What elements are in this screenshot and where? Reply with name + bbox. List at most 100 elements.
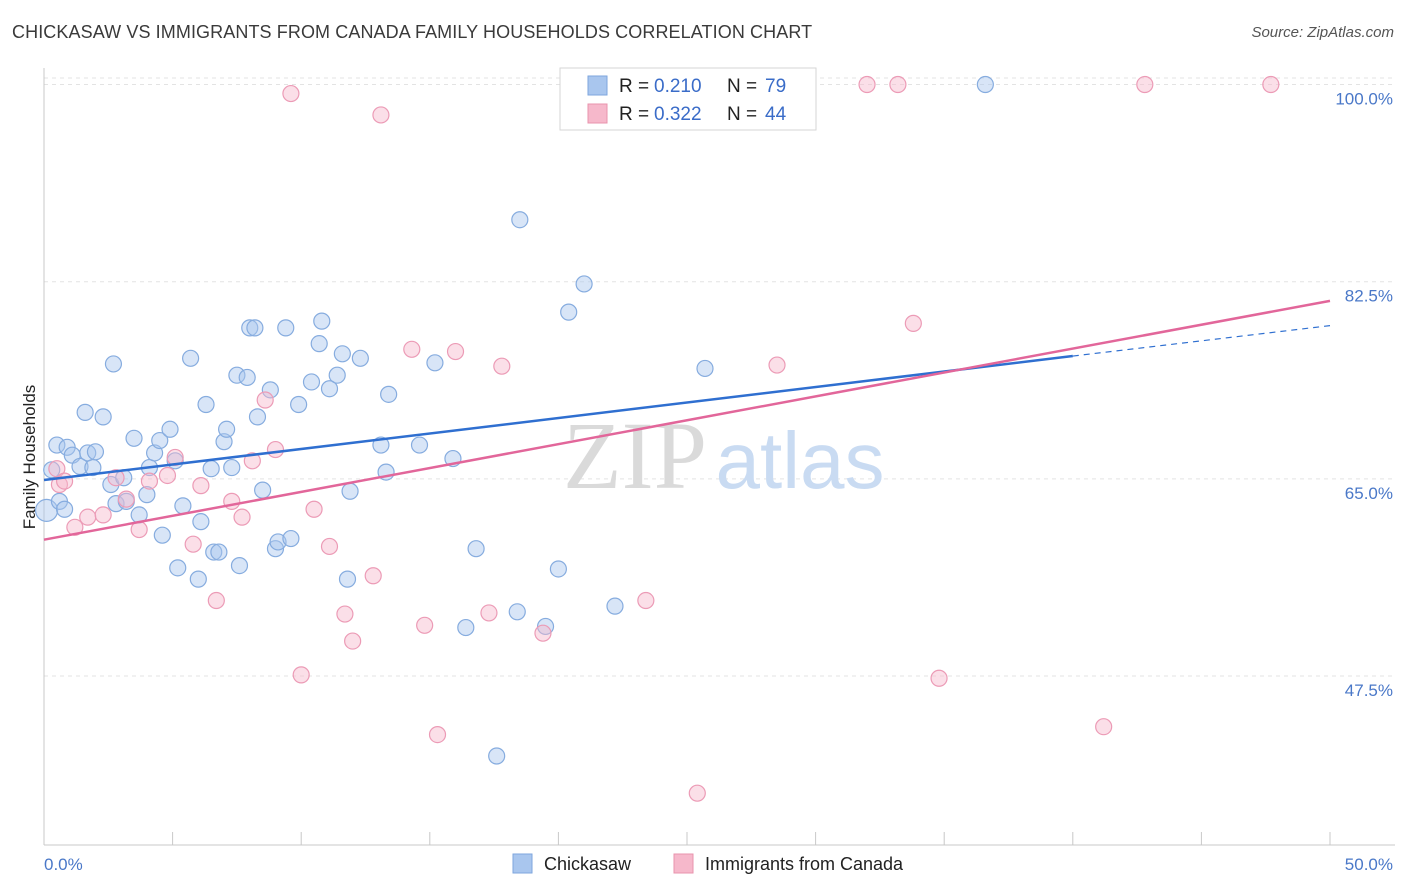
canada-point-39	[889, 75, 907, 94]
chickasaw-point-78	[976, 75, 994, 94]
canada-point-11	[166, 448, 184, 467]
axes	[43, 68, 1395, 846]
trendlines	[43, 299, 1331, 541]
chickasaw-point-18	[125, 429, 143, 447]
chickasaw-point-73	[549, 560, 568, 578]
chickasaw-point-40	[230, 556, 249, 575]
legend-r-label-2: R =	[619, 104, 649, 125]
chickasaw-point-51	[290, 395, 308, 414]
bottom-legend-swatch-chickasaw	[512, 853, 533, 874]
chickasaw-point-55	[320, 380, 339, 398]
chickasaw-point-25	[161, 420, 179, 438]
x-tick-label-0: 0.0%	[44, 855, 83, 874]
chickasaw-point-74	[560, 303, 578, 321]
canada-point-32	[480, 604, 498, 622]
chickasaw-point-8	[76, 403, 94, 421]
legend-n-label-2: N =	[727, 104, 757, 125]
canada-point-16	[233, 508, 251, 526]
chickasaw-point-35	[210, 543, 228, 561]
y-tick-label-3: 100.0%	[1335, 90, 1393, 109]
canada-point-31	[446, 342, 465, 361]
chickasaw-point-23	[151, 431, 169, 450]
chickasaw-point-52	[302, 373, 321, 391]
canada-point-5	[94, 506, 112, 524]
chickasaw-point-64	[410, 436, 429, 454]
legend-swatch-pink	[587, 103, 608, 124]
watermark-atlas: atlas	[716, 416, 885, 505]
chickasaw-point-31	[192, 513, 210, 531]
legend-n-value-2: 44	[765, 104, 787, 125]
series-chickasaw	[34, 75, 994, 765]
chickasaw-point-43	[246, 319, 264, 337]
legend-box: R = 0.210 N = 79 R = 0.322 N = 44	[559, 67, 817, 131]
chickasaw-point-37	[218, 420, 236, 438]
x-tick-labels: 0.0% 50.0%	[44, 855, 1393, 874]
canada-point-4	[79, 508, 97, 526]
chickasaw-point-48	[269, 533, 287, 551]
canada-point-35	[637, 591, 655, 610]
y-axis-label: Family Households	[20, 385, 39, 530]
chickasaw-point-54	[313, 312, 331, 330]
chickasaw-point-34	[205, 543, 223, 561]
canada-point-33	[493, 357, 511, 375]
canada-point-36	[688, 784, 706, 802]
trendline-canada	[43, 299, 1331, 541]
canada-point-2	[55, 472, 74, 490]
chickasaw-point-53	[310, 335, 328, 353]
canada-point-24	[336, 605, 354, 623]
chickasaw-point-50	[282, 529, 300, 548]
chickasaw-point-70	[508, 603, 526, 621]
chickasaw-point-68	[467, 540, 485, 558]
legend-r-label-1: R =	[619, 76, 649, 97]
canada-point-42	[1095, 718, 1113, 736]
y-tick-labels: 47.5% 65.0% 82.5% 100.0%	[1335, 90, 1393, 700]
canada-point-29	[416, 616, 434, 634]
canada-point-7	[117, 490, 135, 508]
legend-swatch-blue	[587, 75, 608, 96]
chickasaw-point-2	[48, 436, 66, 454]
chickasaw-point-29	[182, 349, 200, 367]
canada-point-34	[534, 624, 552, 642]
canada-point-18	[256, 391, 274, 409]
canada-point-6	[107, 469, 125, 487]
watermark: ZIP atlas	[563, 402, 884, 509]
canada-point-12	[184, 535, 202, 553]
chickasaw-point-47	[266, 540, 285, 558]
chickasaw-point-30	[189, 570, 207, 588]
bottom-legend-canada: Immigrants from Canada	[705, 854, 904, 874]
canada-point-22	[305, 500, 323, 518]
chickasaw-point-27	[169, 559, 187, 577]
bottom-legend-chickasaw: Chickasaw	[544, 854, 632, 874]
chickasaw-point-72	[536, 617, 555, 636]
canada-point-37	[768, 356, 786, 374]
chickasaw-point-20	[138, 486, 156, 504]
canada-point-28	[403, 340, 421, 358]
chart-title: CHICKASAW VS IMMIGRANTS FROM CANADA FAMI…	[12, 22, 813, 42]
y-tick-label-1: 65.0%	[1345, 484, 1393, 503]
chickasaw-point-24	[153, 526, 171, 544]
chickasaw-point-45	[254, 481, 272, 499]
y-tick-label-0: 47.5%	[1345, 681, 1393, 700]
chickasaw-point-76	[606, 597, 624, 615]
source-label: Source: ZipAtlas.com	[1251, 24, 1394, 41]
canada-point-43	[1136, 75, 1154, 94]
canada-point-44	[1262, 75, 1280, 94]
chickasaw-point-57	[333, 345, 351, 363]
chickasaw-point-39	[228, 366, 246, 384]
canada-point-41	[930, 669, 948, 687]
legend-n-value-1: 79	[765, 76, 786, 97]
chickasaw-point-59	[341, 482, 359, 500]
canada-point-13	[192, 477, 210, 495]
chickasaw-point-4	[55, 500, 74, 518]
series-immigrants-from-canada	[48, 75, 1280, 802]
chickasaw-point-65	[426, 354, 444, 372]
chickasaw-point-33	[202, 460, 220, 478]
chickasaw-point-15	[107, 495, 125, 513]
chickasaw-point-69	[488, 747, 506, 765]
chickasaw-point-67	[457, 618, 475, 637]
canada-point-26	[364, 567, 382, 585]
watermark-zip: ZIP	[563, 402, 707, 509]
trendline-chickasaw	[43, 354, 1073, 482]
canada-point-38	[858, 75, 876, 94]
chickasaw-point-46	[261, 381, 279, 399]
